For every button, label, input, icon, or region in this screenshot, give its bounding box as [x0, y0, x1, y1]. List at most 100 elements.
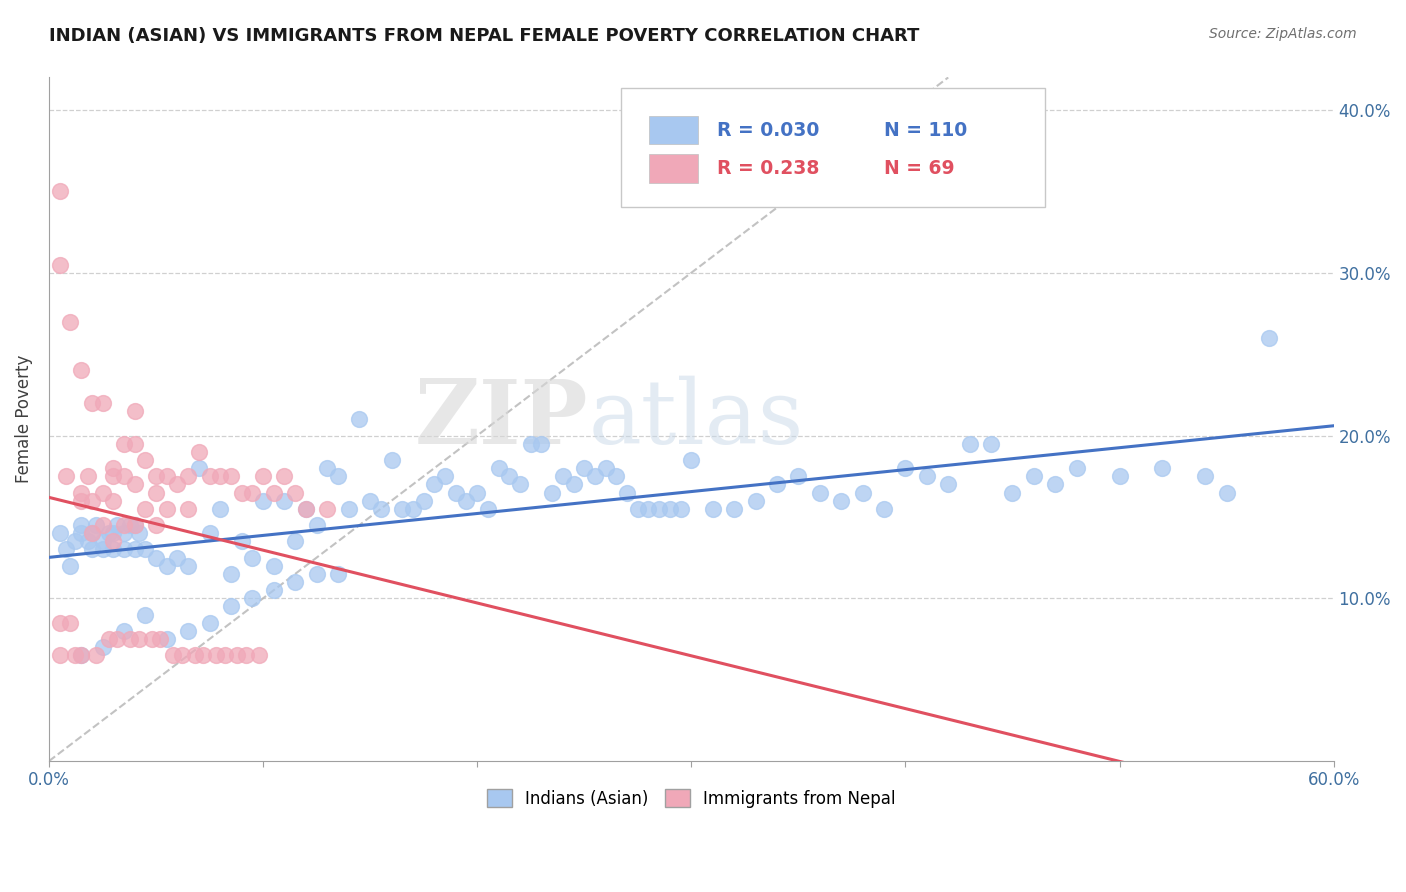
Point [936, 477, 959, 491]
Point [55, 469, 77, 483]
Point [145, 469, 167, 483]
Point [156, 558, 179, 573]
Point [124, 542, 146, 557]
Point [370, 501, 392, 516]
Point [91, 485, 114, 500]
Point [562, 477, 585, 491]
Point [177, 501, 200, 516]
Point [112, 542, 135, 557]
Point [70, 648, 93, 663]
Point [166, 550, 188, 565]
Point [134, 453, 156, 467]
Point [326, 566, 349, 581]
Point [284, 534, 307, 549]
Point [226, 648, 249, 663]
Point [80, 526, 103, 541]
Point [198, 615, 221, 630]
Point [145, 550, 167, 565]
Point [808, 485, 831, 500]
Point [177, 469, 200, 483]
Point [107, 632, 129, 646]
Point [349, 412, 371, 426]
Point [191, 648, 214, 663]
Point [187, 461, 209, 475]
Text: Source: ZipAtlas.com: Source: ZipAtlas.com [1209, 27, 1357, 41]
Point [242, 550, 264, 565]
Point [509, 477, 531, 491]
Point [295, 501, 318, 516]
Point [112, 624, 135, 638]
Point [183, 648, 205, 663]
Point [149, 632, 172, 646]
Point [70, 485, 93, 500]
Point [48, 185, 70, 199]
Point [583, 469, 606, 483]
Point [530, 436, 553, 450]
Point [134, 542, 156, 557]
Text: R = 0.030: R = 0.030 [717, 120, 820, 139]
Point [124, 477, 146, 491]
Point [830, 493, 852, 508]
Point [112, 436, 135, 450]
Point [91, 396, 114, 410]
Point [595, 461, 617, 475]
Point [156, 632, 179, 646]
Point [103, 542, 125, 557]
Point [1066, 461, 1088, 475]
Point [97, 632, 120, 646]
Point [48, 258, 70, 272]
Point [519, 436, 541, 450]
Point [637, 501, 659, 516]
Point [219, 599, 242, 614]
Point [205, 648, 228, 663]
Point [145, 485, 167, 500]
Text: N = 69: N = 69 [884, 159, 955, 178]
Text: N = 110: N = 110 [884, 120, 967, 139]
Point [103, 469, 125, 483]
Point [187, 445, 209, 459]
FancyBboxPatch shape [620, 87, 1045, 207]
Point [541, 485, 564, 500]
Point [84, 518, 107, 533]
Point [156, 469, 179, 483]
Point [263, 558, 285, 573]
Point [465, 485, 488, 500]
Point [76, 534, 98, 549]
Point [242, 591, 264, 606]
Point [1022, 469, 1045, 483]
Point [70, 526, 93, 541]
Point [91, 534, 114, 549]
Point [124, 436, 146, 450]
Point [551, 469, 574, 483]
Point [326, 469, 349, 483]
Point [124, 404, 146, 418]
Point [359, 493, 381, 508]
Point [63, 534, 86, 549]
Point [219, 469, 242, 483]
Point [391, 501, 413, 516]
Point [444, 485, 467, 500]
Point [744, 493, 766, 508]
Point [316, 461, 339, 475]
Point [76, 469, 98, 483]
Point [145, 518, 167, 533]
Point [605, 469, 627, 483]
Point [209, 469, 232, 483]
Point [616, 485, 638, 500]
Point [59, 558, 82, 573]
Point [1001, 485, 1024, 500]
Point [273, 493, 295, 508]
Point [70, 493, 93, 508]
Point [852, 485, 875, 500]
Point [316, 501, 339, 516]
Point [80, 542, 103, 557]
Point [80, 493, 103, 508]
Point [59, 315, 82, 329]
Point [134, 607, 156, 622]
Point [273, 469, 295, 483]
Point [141, 632, 163, 646]
Point [219, 566, 242, 581]
Point [120, 518, 142, 533]
Point [103, 461, 125, 475]
Bar [650, 154, 697, 183]
